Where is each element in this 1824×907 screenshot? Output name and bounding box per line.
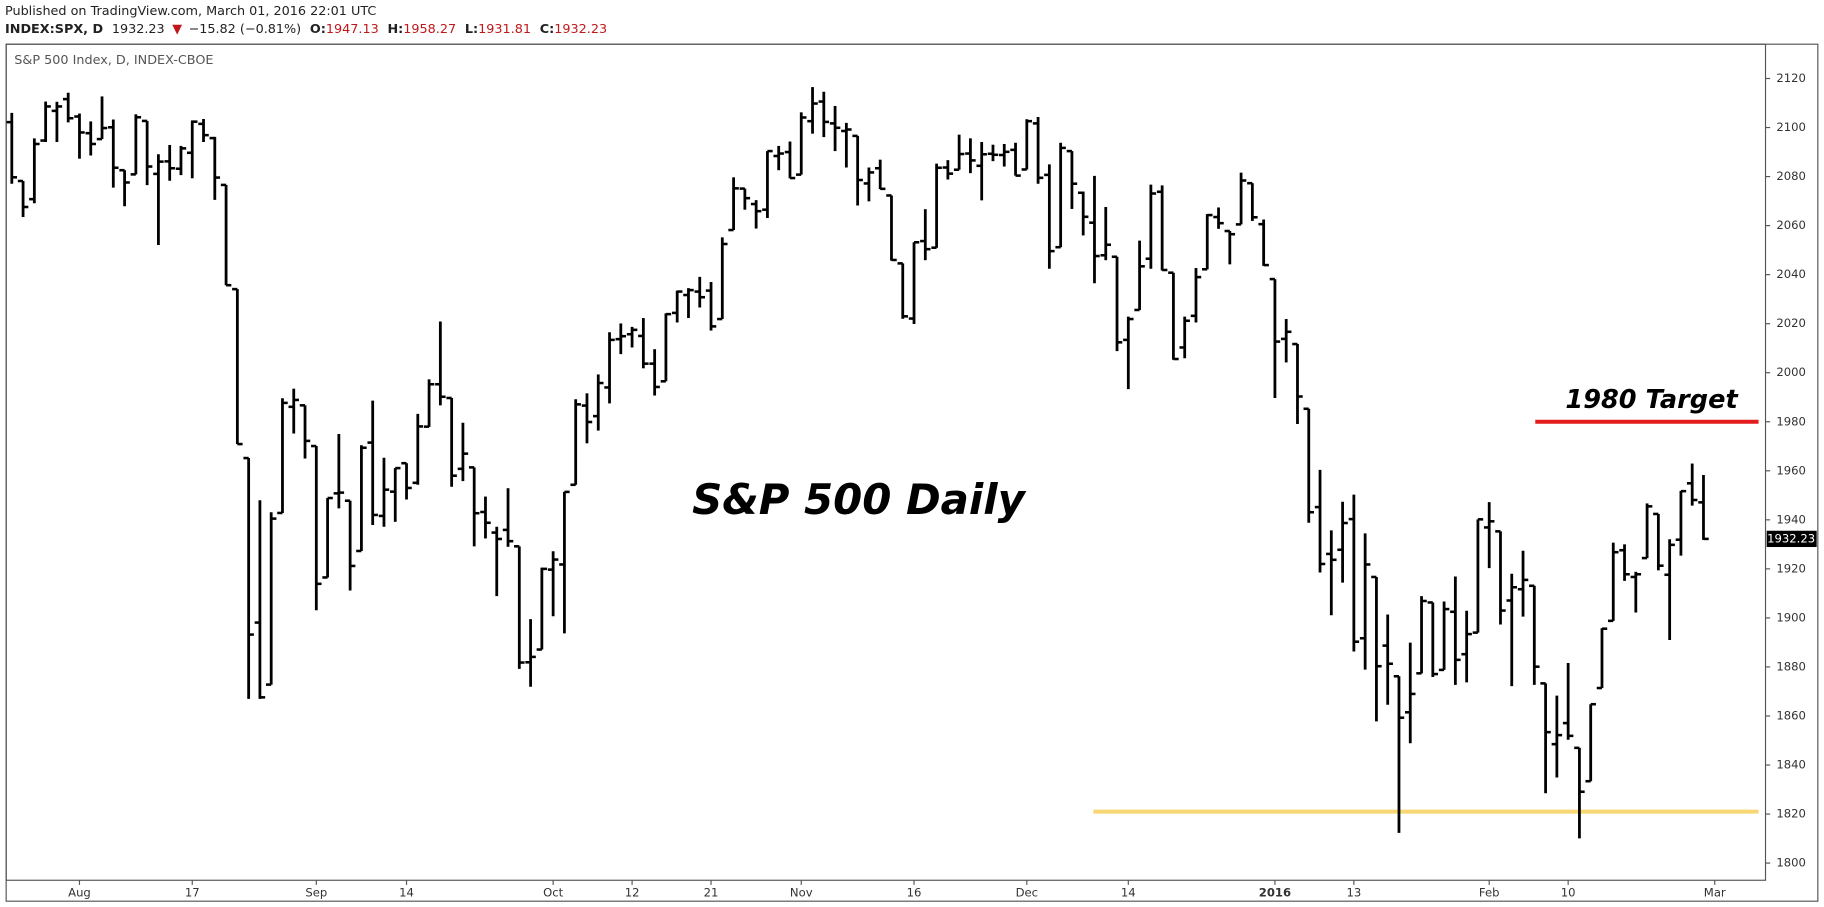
- close-value: 1932.23: [554, 22, 607, 37]
- x-tick-label: 14: [1121, 886, 1136, 900]
- low-label: L:: [465, 22, 478, 37]
- y-tick-label: 1980: [1776, 414, 1806, 428]
- x-tick-label: 14: [399, 886, 414, 900]
- x-tick-label: Aug: [68, 886, 91, 900]
- x-tick-label: 17: [185, 886, 200, 900]
- y-tick-label: 2020: [1776, 316, 1806, 330]
- x-tick-label: Mar: [1704, 886, 1726, 900]
- y-tick-label: 1920: [1776, 561, 1806, 575]
- x-tick-label: 21: [704, 886, 719, 900]
- published-note: Published on TradingView.com, March 01, …: [5, 4, 376, 19]
- outer-frame: [5, 43, 1819, 902]
- low-value: 1931.81: [478, 22, 531, 37]
- y-tick-label: 2100: [1776, 120, 1806, 134]
- annotation: S&P 500 Daily: [692, 475, 1027, 524]
- x-tick-label: 10: [1561, 886, 1576, 900]
- y-tick-label: 1860: [1776, 708, 1806, 722]
- change: −15.82 (−0.81%): [189, 22, 302, 37]
- y-tick-label: 1940: [1776, 512, 1806, 526]
- close-label: C:: [540, 22, 555, 37]
- high-label: H:: [387, 22, 403, 37]
- last-price-label: 1932.23: [1767, 531, 1815, 545]
- x-tick-label: Nov: [790, 886, 813, 900]
- y-tick-label: 2000: [1776, 365, 1806, 379]
- x-tick-label: Oct: [543, 886, 564, 900]
- symbol: INDEX:SPX, D: [5, 22, 103, 37]
- x-tick-label: Dec: [1016, 886, 1038, 900]
- y-tick-label: 1820: [1776, 807, 1806, 821]
- y-tick-label: 1840: [1776, 758, 1806, 772]
- y-tick-label: 1880: [1776, 659, 1806, 673]
- y-tick-label: 1900: [1776, 610, 1806, 624]
- high-value: 1958.27: [403, 22, 456, 37]
- y-tick-label: 1960: [1776, 463, 1806, 477]
- x-tick-label: Feb: [1479, 886, 1500, 900]
- x-tick-label: 12: [625, 886, 640, 900]
- last-price-box: [1766, 530, 1817, 548]
- x-tick-label: 16: [907, 886, 922, 900]
- x-tick-label: 13: [1346, 886, 1361, 900]
- open-value: 1947.13: [326, 22, 379, 37]
- y-tick-label: 2040: [1776, 267, 1806, 281]
- down-arrow: ▼: [172, 22, 182, 37]
- y-tick-label: 2060: [1776, 218, 1806, 232]
- y-tick-label: 2120: [1776, 71, 1806, 85]
- x-tick-label: 2016: [1259, 886, 1291, 900]
- last-price: 1932.23: [112, 22, 165, 37]
- pane-title: S&P 500 Index, D, INDEX-CBOE: [14, 53, 213, 68]
- level-label: 1980 Target: [1565, 385, 1739, 415]
- y-tick-label: 2080: [1776, 169, 1806, 183]
- legend-line: INDEX:SPX, D 1932.23 ▼ −15.82 (−0.81%) O…: [5, 22, 607, 37]
- open-label: O:: [310, 22, 326, 37]
- x-tick-label: Sep: [305, 886, 327, 900]
- y-tick-label: 1800: [1776, 856, 1806, 870]
